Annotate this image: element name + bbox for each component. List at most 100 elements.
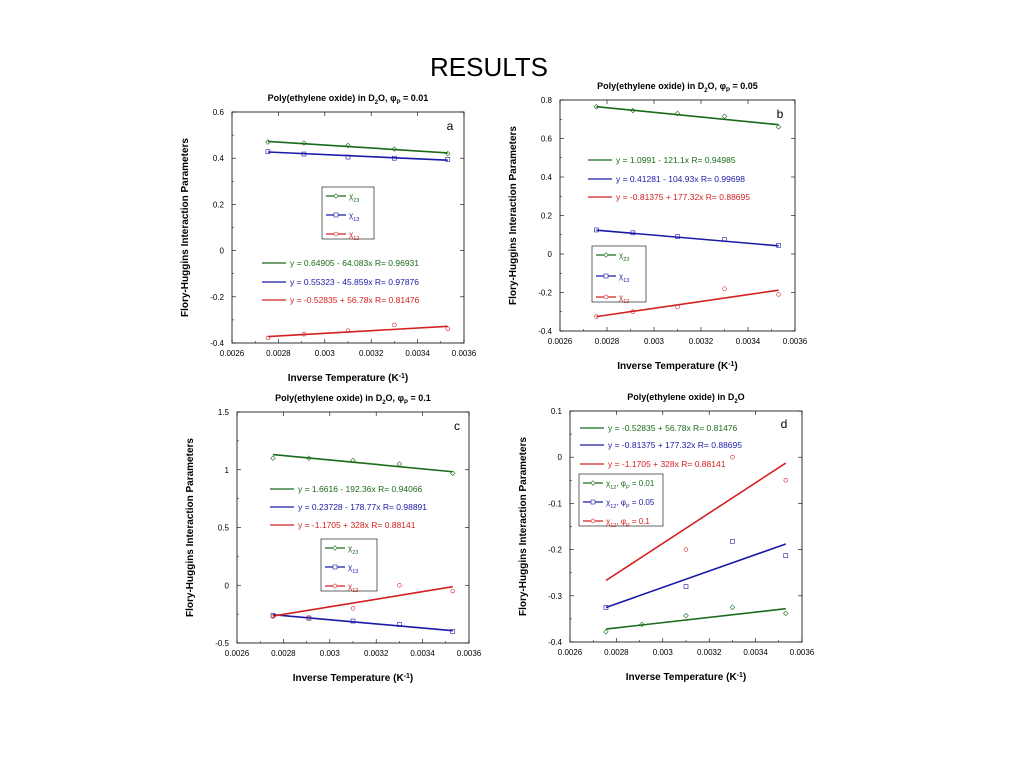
- legend-marker: [332, 545, 338, 551]
- y-tick-label: -0.2: [548, 546, 562, 555]
- x-tick-label: 0.0028: [266, 349, 291, 358]
- fit-line-3: [272, 585, 453, 617]
- legend-marker: [603, 294, 609, 300]
- data-point: [675, 304, 680, 310]
- fit-equation: y = -0.81375 + 177.32x R= 0.88695: [616, 192, 750, 202]
- y-tick-label: -0.4: [548, 638, 562, 647]
- fit-line-3: [267, 325, 448, 338]
- data-point: [270, 455, 276, 461]
- data-point: [603, 605, 609, 610]
- x-tick-label: 0.003: [315, 349, 336, 358]
- legend-entry: χ12, φP = 0.1: [606, 517, 650, 529]
- fit-equation: y = 1.6616 - 192.36x R= 0.94066: [298, 484, 423, 494]
- x-tick-label: 0.0032: [697, 648, 722, 657]
- data-point: [392, 322, 397, 328]
- x-tick-label: 0.0036: [452, 349, 477, 358]
- fit-line-2: [272, 613, 453, 632]
- y-tick-label: 0.6: [541, 135, 553, 144]
- data-point: [630, 309, 636, 314]
- data-point: [675, 234, 680, 239]
- y-tick-label: 0: [220, 247, 225, 256]
- x-tick-label: 0.0032: [689, 337, 714, 346]
- y-tick-label: 1.5: [218, 408, 230, 417]
- data-point: [445, 326, 450, 331]
- fit-line-1: [605, 607, 786, 630]
- legend-entry: χ13: [349, 211, 359, 223]
- legend-marker: [332, 564, 338, 570]
- x-tick-label: 0.0032: [359, 349, 384, 358]
- chart-title: Poly(ethylene oxide) in D2O: [627, 392, 744, 405]
- x-tick-label: 0.003: [320, 649, 341, 658]
- x-tick-label: 0.0026: [548, 337, 573, 346]
- fit-line-3: [596, 289, 779, 318]
- y-tick-label: 0.4: [541, 173, 553, 182]
- page-title: RESULTS: [430, 52, 548, 82]
- y-tick-label: -0.3: [548, 592, 562, 601]
- fit-equation: y = 0.55323 - 45.859x R= 0.97876: [290, 277, 419, 287]
- data-point: [350, 457, 356, 464]
- fit-equation: y = 1.0991 - 121.1x R= 0.94985: [616, 155, 736, 165]
- data-point: [345, 142, 351, 149]
- legend-entry: χ13: [619, 272, 629, 284]
- data-point: [683, 547, 689, 552]
- panel-label: b: [777, 107, 784, 121]
- data-point: [722, 286, 727, 291]
- y-tick-label: 0.2: [213, 200, 225, 209]
- data-point: [391, 146, 398, 152]
- data-point: [630, 107, 636, 114]
- data-point: [350, 618, 356, 624]
- panel-label: d: [781, 417, 788, 431]
- fit-line-2: [596, 229, 779, 247]
- chart-title: Poly(ethylene oxide) in D2O, φP = 0.05: [597, 81, 758, 94]
- data-point: [594, 227, 599, 233]
- legend-entry: χ12, φP = 0.01: [606, 479, 655, 491]
- fit-equation: y = 0.64905 - 64.083x R= 0.96931: [290, 258, 419, 268]
- x-tick-label: 0.0036: [457, 649, 482, 658]
- data-point: [639, 621, 645, 628]
- y-tick-label: 0: [225, 581, 230, 590]
- legend-marker: [603, 252, 609, 258]
- data-point: [674, 110, 681, 117]
- data-point: [397, 622, 402, 627]
- data-point: [450, 629, 456, 634]
- data-point: [783, 553, 789, 558]
- x-tick-label: 0.003: [653, 648, 674, 657]
- legend-entry: χ23: [619, 251, 629, 263]
- data-point: [721, 113, 728, 120]
- data-point: [306, 615, 312, 620]
- x-tick-label: 0.0036: [790, 648, 815, 657]
- x-tick-label: 0.003: [644, 337, 665, 346]
- fit-equation: y = -0.52835 + 56.78x R= 0.81476: [608, 423, 738, 433]
- fit-equation: y = -0.81375 + 177.32x R= 0.88695: [608, 440, 742, 450]
- x-axis-label: Inverse Temperature (K-1): [293, 673, 414, 685]
- fit-line-2: [605, 543, 787, 609]
- y-tick-label: -0.4: [210, 339, 224, 348]
- chart-panel-d: Poly(ethylene oxide) in D2O 0.0026 0.0028 0…: [508, 388, 815, 693]
- y-axis-label: Flory-Huggins Interaction Parameters: [185, 438, 196, 617]
- fit-line-1: [596, 105, 779, 126]
- x-tick-label: 0.0028: [271, 649, 296, 658]
- panel-label: c: [454, 419, 460, 433]
- legend-entry: χ12: [348, 582, 358, 594]
- legend-entry: χ12: [349, 230, 359, 242]
- data-point: [270, 614, 276, 619]
- data-point: [722, 237, 727, 242]
- x-tick-label: 0.0034: [410, 649, 435, 658]
- y-axis-label: Flory-Huggins Interaction Parameters: [518, 437, 529, 616]
- data-point: [683, 584, 689, 589]
- fit-equation: y = 0.41281 - 104.93x R= 0.99698: [616, 174, 745, 184]
- legend-entry: χ23: [348, 544, 358, 556]
- y-tick-label: 0.6: [213, 108, 225, 117]
- x-axis-label: Inverse Temperature (K-1): [617, 361, 738, 373]
- x-tick-label: 0.0032: [364, 649, 389, 658]
- y-axis-label: Flory-Huggins Interaction Parameters: [508, 126, 519, 305]
- chart-title: Poly(ethylene oxide) in D2O, φP = 0.1: [275, 393, 431, 406]
- data-point: [265, 139, 271, 145]
- data-point: [301, 140, 307, 146]
- y-tick-label: -0.5: [215, 639, 229, 648]
- y-tick-label: -0.4: [538, 327, 552, 336]
- x-axis-label: Inverse Temperature (K-1): [288, 373, 409, 385]
- panel-label: a: [447, 119, 454, 133]
- fit-equation: y = -1.1705 + 328x R= 0.88141: [608, 459, 726, 469]
- legend-marker: [333, 231, 339, 237]
